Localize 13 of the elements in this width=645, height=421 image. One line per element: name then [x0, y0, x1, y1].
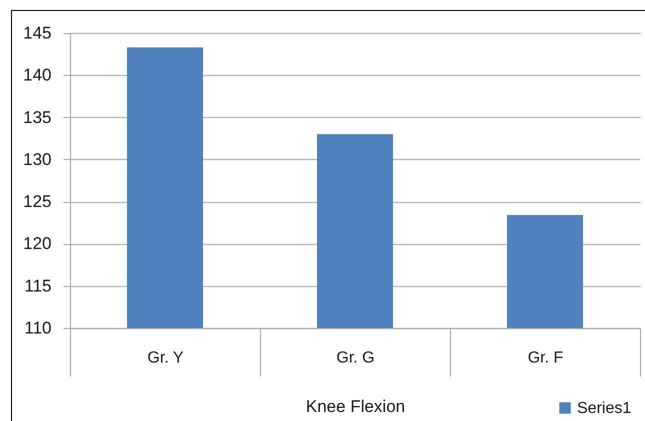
x-tick-label: Gr. F [528, 350, 564, 366]
y-tick-label: 145 [23, 24, 52, 42]
y-tick-label: 130 [23, 150, 52, 169]
y-tick-label: 110 [24, 318, 52, 338]
y-tick-label: 125 [23, 192, 52, 212]
x-axis-title: Knee Flexion [306, 397, 406, 416]
y-tick-label: 115 [24, 276, 52, 296]
y-tick-label: 135 [23, 108, 52, 127]
y-tick-label: 140 [23, 66, 52, 85]
y-tick-label: 120 [23, 234, 52, 254]
legend-label: Series1 [577, 400, 632, 417]
x-tick-label: Gr. G [336, 350, 375, 366]
x-tick-label: Gr. Y [147, 350, 184, 366]
